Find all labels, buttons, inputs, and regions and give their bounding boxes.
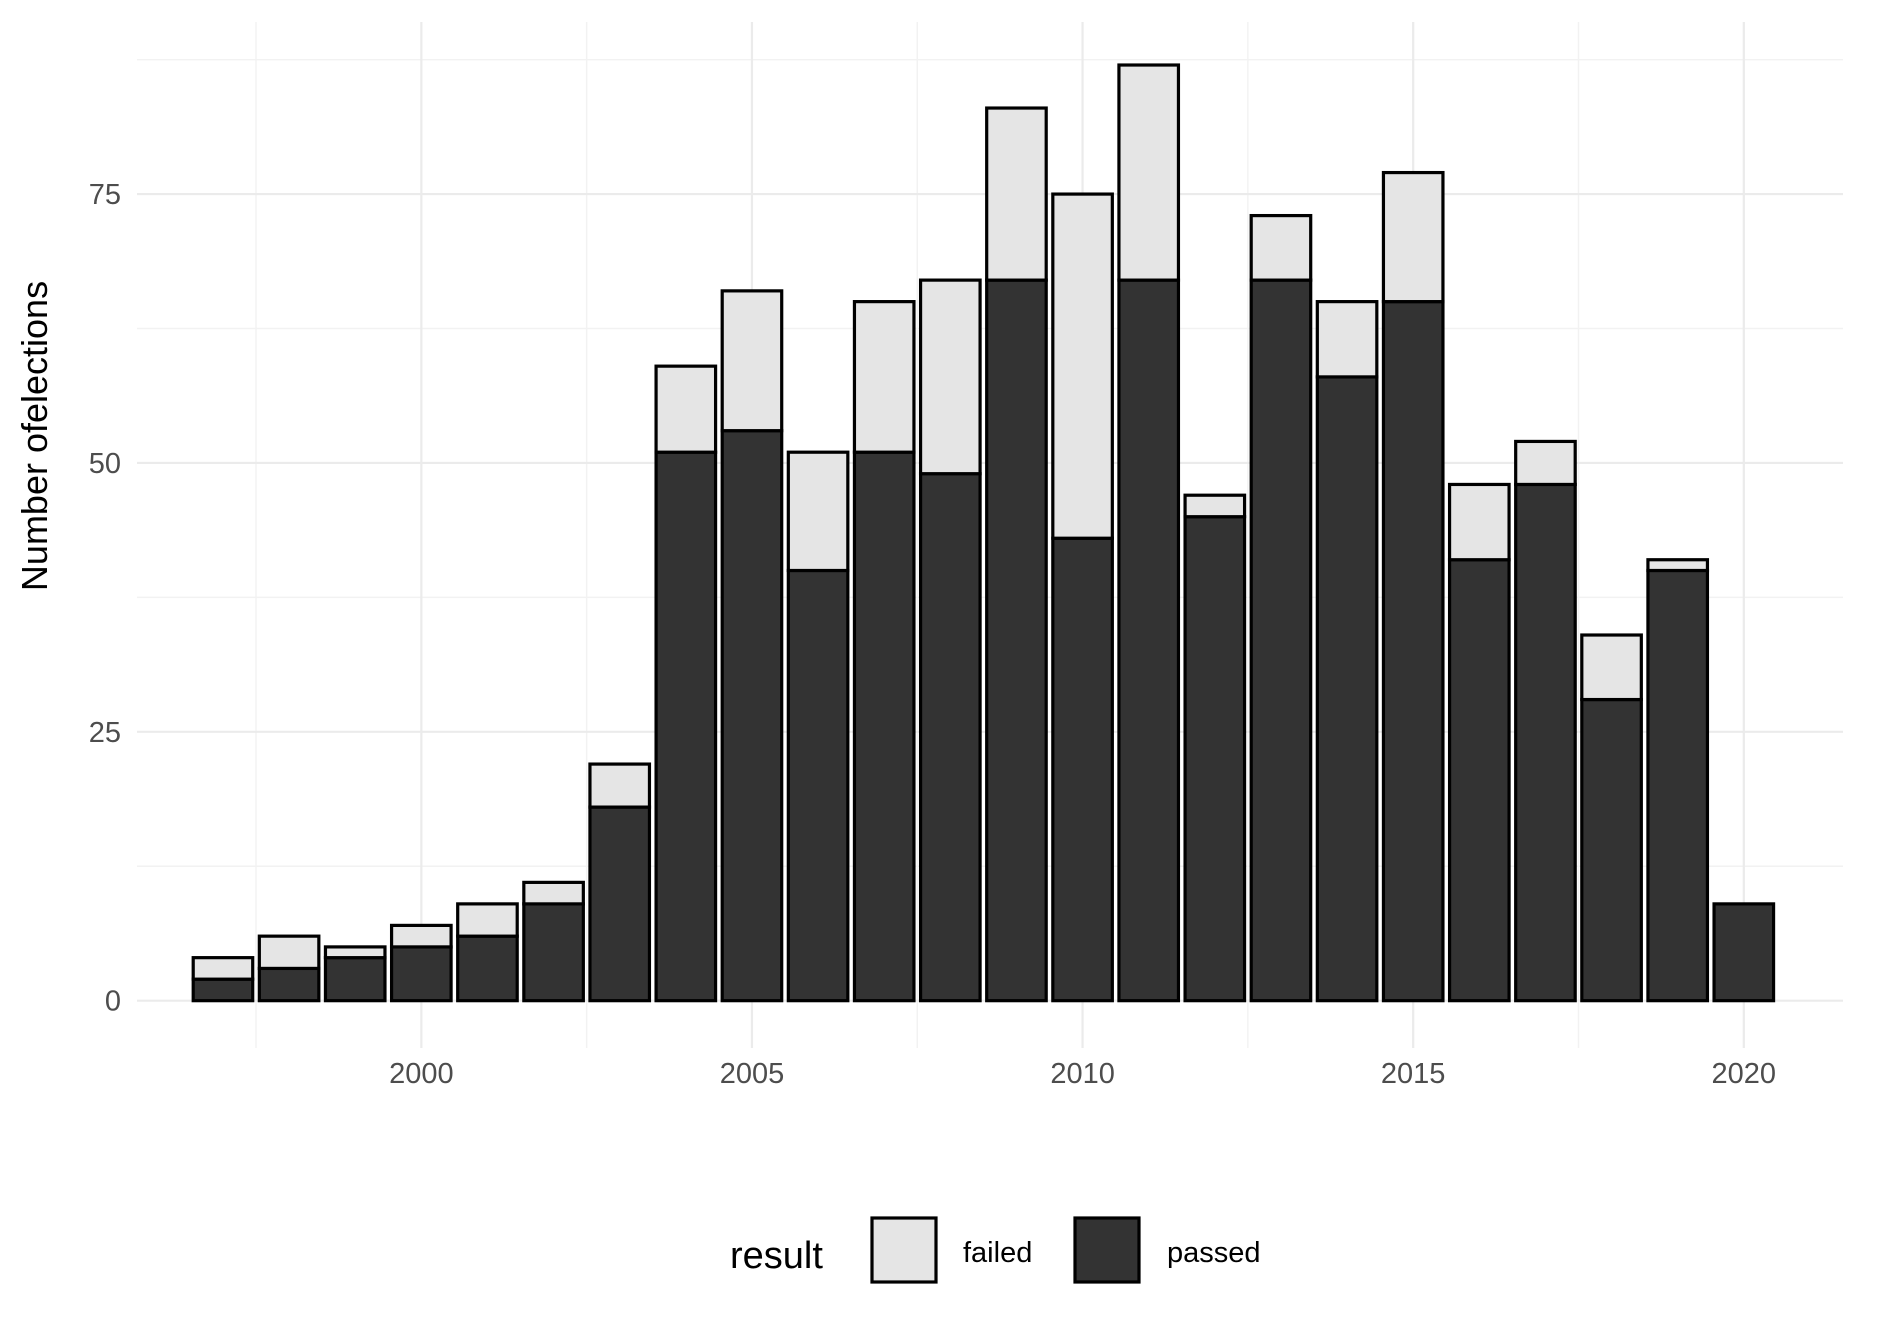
x-tick-label: 2010 bbox=[1050, 1058, 1115, 1090]
bars bbox=[191, 63, 1776, 1003]
y-axis-ticks: 0 25 50 75 bbox=[89, 179, 121, 1018]
bar-failed-2001 bbox=[456, 902, 519, 938]
bar-passed-2013 bbox=[1249, 278, 1313, 1003]
bar-failed-2013 bbox=[1249, 213, 1313, 282]
bar-failed-1998 bbox=[257, 934, 321, 971]
bar-passed-2006 bbox=[786, 568, 850, 1003]
bar-failed-2007 bbox=[852, 300, 916, 454]
bar-passed-2005 bbox=[720, 429, 784, 1003]
bar-failed-2005 bbox=[720, 289, 784, 433]
bar-passed-2001 bbox=[456, 934, 519, 1003]
x-tick-label: 2015 bbox=[1381, 1058, 1446, 1090]
bar-failed-2015 bbox=[1381, 170, 1445, 304]
x-tick-label: 2000 bbox=[389, 1058, 454, 1090]
legend-label-passed: passed bbox=[1167, 1237, 1261, 1269]
bar-passed-2018 bbox=[1580, 697, 1643, 1003]
legend-label-failed: failed bbox=[963, 1237, 1032, 1269]
bar-failed-2014 bbox=[1315, 300, 1379, 379]
bar-passed-2002 bbox=[522, 902, 585, 1003]
legend-title: result bbox=[730, 1235, 823, 1277]
bar-passed-2019 bbox=[1646, 568, 1710, 1003]
bar-failed-2000 bbox=[389, 923, 453, 949]
y-tick-label: 75 bbox=[89, 179, 121, 211]
x-tick-label: 2020 bbox=[1712, 1058, 1777, 1090]
y-tick-label: 50 bbox=[89, 448, 121, 480]
bar-passed-2011 bbox=[1117, 278, 1181, 1003]
bar-failed-2003 bbox=[588, 762, 652, 809]
y-axis-title: Number ofelections bbox=[14, 281, 55, 591]
bar-failed-1997 bbox=[191, 956, 255, 981]
bar-failed-2016 bbox=[1447, 482, 1511, 562]
legend: result failed passed bbox=[730, 1216, 1261, 1284]
bar-passed-1999 bbox=[323, 956, 387, 1003]
legend-entries: failed passed bbox=[870, 1216, 1261, 1284]
bar-failed-2002 bbox=[522, 880, 585, 906]
bar-passed-2020 bbox=[1712, 902, 1776, 1003]
y-tick-label: 0 bbox=[105, 986, 121, 1018]
bar-passed-2016 bbox=[1447, 558, 1511, 1003]
y-tick-label: 25 bbox=[89, 717, 121, 749]
bar-failed-2009 bbox=[985, 106, 1048, 282]
bar-failed-2018 bbox=[1580, 633, 1643, 702]
bar-failed-1999 bbox=[323, 945, 387, 960]
bar-failed-2010 bbox=[1051, 192, 1114, 540]
bar-passed-2017 bbox=[1514, 482, 1577, 1003]
bar-failed-2004 bbox=[654, 364, 718, 454]
bar-passed-2000 bbox=[389, 945, 453, 1003]
bar-failed-2011 bbox=[1117, 63, 1181, 282]
bar-passed-2012 bbox=[1183, 515, 1247, 1003]
bar-failed-2017 bbox=[1514, 439, 1577, 487]
bar-passed-2008 bbox=[918, 472, 982, 1003]
legend-key-passed bbox=[1073, 1216, 1141, 1284]
bar-failed-2006 bbox=[786, 450, 850, 573]
legend-key-failed bbox=[870, 1216, 938, 1284]
bar-passed-2010 bbox=[1051, 536, 1114, 1003]
bar-passed-1998 bbox=[257, 966, 321, 1003]
bar-passed-1997 bbox=[191, 977, 255, 1003]
x-tick-label: 2005 bbox=[720, 1058, 785, 1090]
bar-passed-2004 bbox=[654, 450, 718, 1003]
bar-failed-2012 bbox=[1183, 493, 1247, 519]
bar-failed-2019 bbox=[1646, 558, 1710, 573]
bar-passed-2007 bbox=[852, 450, 916, 1003]
bar-passed-2015 bbox=[1381, 300, 1445, 1003]
bar-failed-2008 bbox=[918, 278, 982, 476]
bar-passed-2014 bbox=[1315, 375, 1379, 1003]
x-axis-ticks: 2000 2005 2010 2015 2020 bbox=[389, 1058, 1776, 1090]
bar-passed-2003 bbox=[588, 805, 652, 1003]
bar-passed-2009 bbox=[985, 278, 1048, 1003]
